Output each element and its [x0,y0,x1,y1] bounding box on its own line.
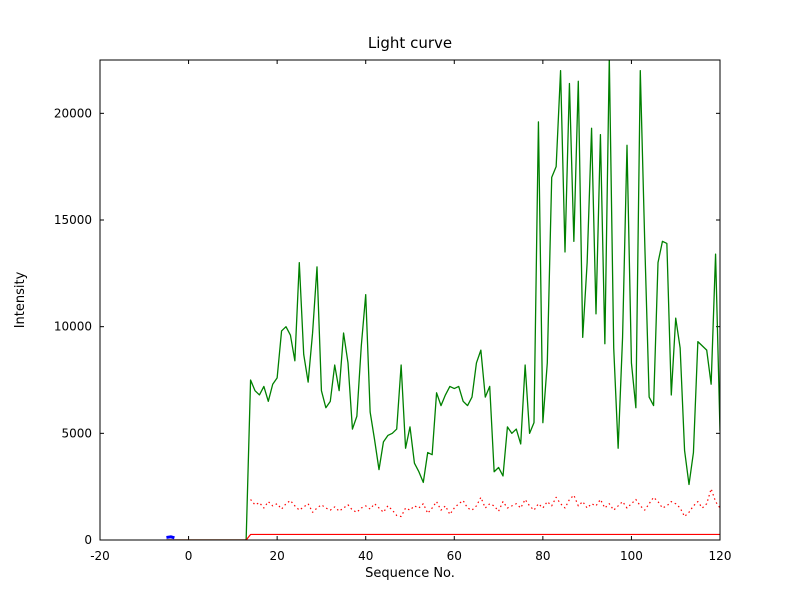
tick-label: 100 [620,549,643,563]
axes-frame [99,59,721,541]
tick-label: 5000 [61,426,92,440]
plot-area [100,60,720,540]
tick-label: 20 [270,549,285,563]
series-marker-blue-segment [166,535,175,540]
chart-title: Light curve [368,34,452,52]
tick-label: 0 [185,549,193,563]
series-sky-level-red-dotted [250,488,720,518]
tick-label: 15000 [54,213,92,227]
axis-tick-labels: -20 0 20 40 60 80 100 120 0 5000 10000 15000 20000 [54,106,732,563]
series-group [166,60,720,540]
tick-label: 10000 [54,320,92,334]
tick-label: 20000 [54,106,92,120]
y-axis-label: Intensity [13,271,28,328]
tick-label: 120 [709,549,732,563]
x-axis-label: Sequence No. [365,566,455,581]
tick-label: 0 [84,533,92,547]
tick-label: 80 [535,549,550,563]
tick-label: 40 [358,549,373,563]
tick-label: -20 [90,549,110,563]
tick-label: 60 [447,549,462,563]
series-background-level-red-solid [166,533,720,540]
series-source-intensity-green-solid [166,60,720,540]
